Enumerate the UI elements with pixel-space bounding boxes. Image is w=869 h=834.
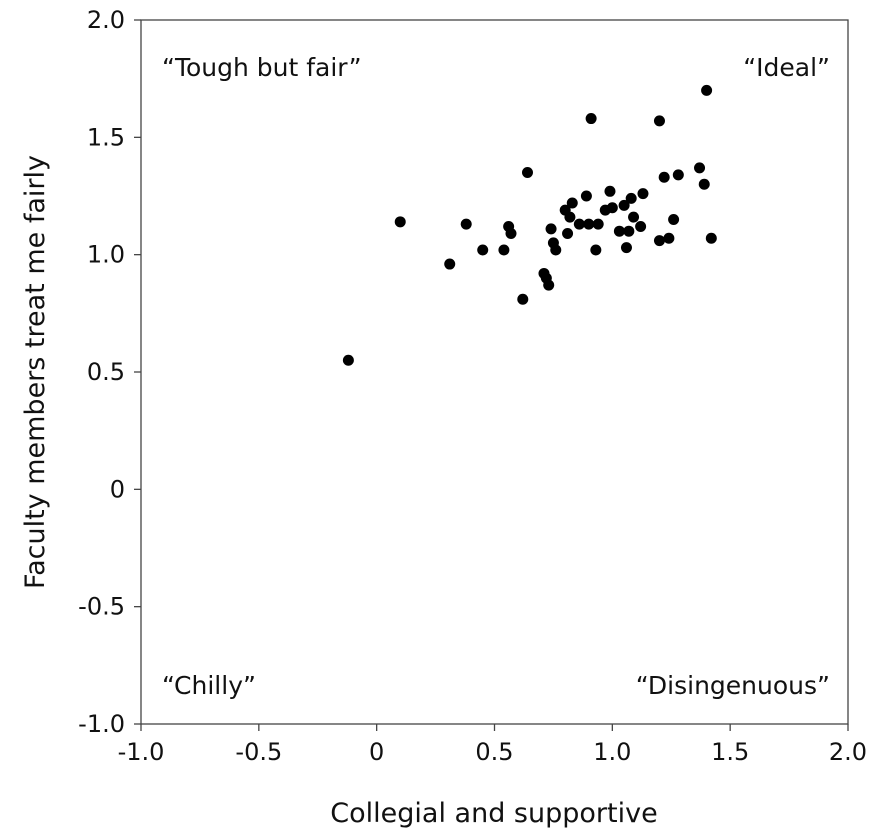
y-tick-label: 1.5 <box>87 123 125 151</box>
data-point <box>477 244 489 256</box>
data-point <box>521 167 533 179</box>
data-point <box>590 244 602 256</box>
data-point <box>498 244 510 256</box>
y-tick-label: -0.5 <box>78 593 125 621</box>
data-point <box>672 169 684 181</box>
data-point <box>505 228 517 240</box>
data-point <box>653 235 665 247</box>
data-point <box>585 113 597 125</box>
data-point <box>635 221 647 233</box>
x-tick-label: 1.5 <box>711 738 749 766</box>
data-point <box>583 218 595 230</box>
data-point <box>623 225 635 237</box>
data-point <box>543 279 555 291</box>
data-point <box>545 223 557 235</box>
data-point <box>580 190 592 202</box>
data-point <box>701 84 713 96</box>
x-tick-label: 0.5 <box>475 738 513 766</box>
y-tick-label: 0.5 <box>87 358 125 386</box>
data-point <box>394 216 406 228</box>
data-point <box>517 293 529 305</box>
annotation-bottom-left: “Chilly” <box>162 671 256 700</box>
y-axis-title: Faculty members treat me fairly <box>20 155 51 589</box>
axis-ticks <box>134 19 849 731</box>
data-point <box>613 225 625 237</box>
axis-tick-labels: -1.0 -0.5 0 0.5 1.0 1.5 2.0 -1.0 -0.5 0 0.5 1.0 1.5 2… <box>78 6 867 766</box>
data-point <box>698 178 710 190</box>
data-point <box>573 218 585 230</box>
data-point <box>550 244 562 256</box>
y-tick-label: 1.0 <box>87 241 125 269</box>
data-point <box>618 199 630 211</box>
data-point <box>694 162 706 174</box>
data-point <box>606 202 618 214</box>
data-point <box>564 211 576 223</box>
data-point <box>658 171 670 183</box>
data-point <box>620 242 632 254</box>
data-point <box>705 232 717 244</box>
x-tick-label: -1.0 <box>118 738 165 766</box>
data-points <box>342 84 717 366</box>
data-point <box>444 258 456 270</box>
data-point <box>342 354 354 366</box>
plot-frame <box>140 19 849 725</box>
data-point <box>625 192 637 204</box>
x-tick-label: 0 <box>369 738 384 766</box>
y-tick-label: 2.0 <box>87 6 125 34</box>
y-tick-label: 0 <box>110 475 125 503</box>
data-point <box>460 218 472 230</box>
data-point <box>592 218 604 230</box>
x-tick-label: 1.0 <box>593 738 631 766</box>
y-tick-label: -1.0 <box>78 710 125 738</box>
data-point <box>628 211 640 223</box>
x-axis-title: Collegial and supportive <box>330 798 657 829</box>
data-point <box>637 188 649 200</box>
annotation-top-left: “Tough but fair” <box>162 53 362 82</box>
data-point <box>668 213 680 225</box>
data-point <box>663 232 675 244</box>
annotation-bottom-right: “Disingenuous” <box>636 671 830 700</box>
data-point <box>604 185 616 197</box>
annotation-top-right: “Ideal” <box>743 53 830 82</box>
data-point <box>566 197 578 209</box>
data-point <box>562 228 574 240</box>
x-tick-label: 2.0 <box>829 738 867 766</box>
data-point <box>653 115 665 127</box>
x-tick-label: -0.5 <box>235 738 282 766</box>
